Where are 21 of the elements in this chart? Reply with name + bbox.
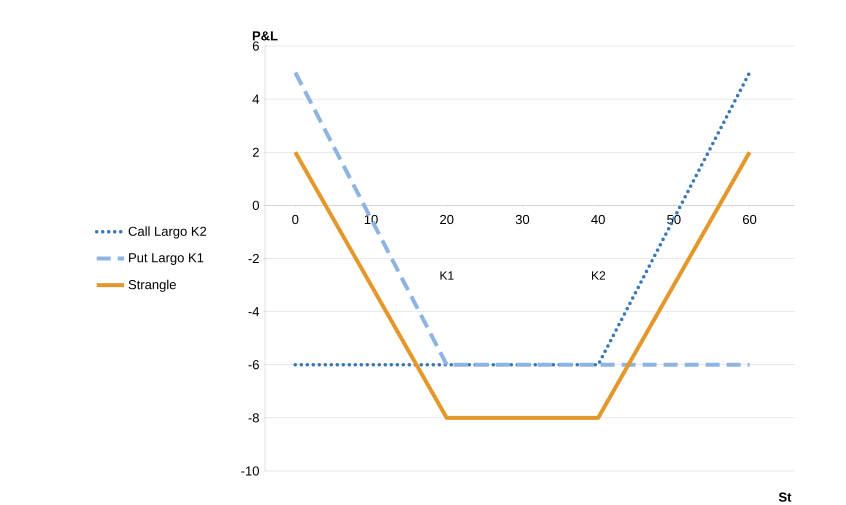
y-tick-label: -2 <box>248 254 259 263</box>
y-tick-label: 0 <box>252 200 259 210</box>
x-tick-label: 40 <box>591 214 605 224</box>
annotation: K2 <box>592 271 606 280</box>
y-tick-label: 4 <box>252 94 260 104</box>
y-axis-title: P&L <box>252 31 278 40</box>
legend-label: Call Largo K2 <box>128 226 206 238</box>
y-tick-label: 6 <box>252 41 259 51</box>
legend-label: Strangle <box>128 280 176 292</box>
x-tick-label: 20 <box>440 214 454 224</box>
y-tick-label: -10 <box>241 466 259 476</box>
y-tick-label: -4 <box>248 307 260 316</box>
legend-label: Put Largo K1 <box>129 253 204 265</box>
x-tick-label: 60 <box>743 214 756 224</box>
annotation: K1 <box>440 271 454 280</box>
x-tick-label: 0 <box>292 214 298 224</box>
y-tick-label: 2 <box>252 148 259 157</box>
x-tick-label: 30 <box>516 214 530 224</box>
x-axis-title: St <box>778 492 792 502</box>
y-tick-label: -8 <box>248 413 259 422</box>
y-tick-label: -6 <box>248 360 259 370</box>
